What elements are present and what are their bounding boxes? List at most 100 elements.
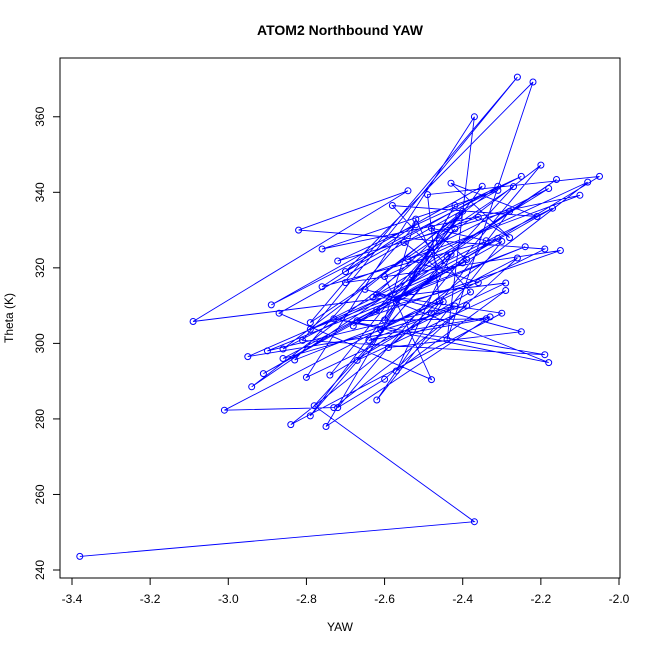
data-point	[306, 412, 314, 420]
data-point	[482, 237, 490, 245]
x-tick-label: -2.0	[609, 592, 630, 606]
series-line	[79, 76, 600, 557]
data-point	[478, 182, 486, 190]
data-point	[334, 404, 342, 412]
x-tick-label: -3.4	[62, 592, 83, 606]
y-tick-label: 360	[33, 106, 47, 126]
series-theta-vs-yaw	[76, 73, 603, 560]
data-point	[428, 309, 435, 317]
x-tick-label: -2.4	[452, 592, 473, 606]
data-point	[428, 376, 435, 384]
data-point	[318, 283, 326, 291]
data-point	[447, 250, 455, 258]
data-point	[318, 245, 326, 253]
data-point	[439, 298, 447, 306]
data-point	[443, 253, 451, 260]
x-tick-label: -2.2	[531, 592, 552, 606]
data-point	[506, 207, 514, 215]
data-point	[267, 301, 275, 309]
data-point	[302, 373, 310, 381]
x-tick-label: -3.2	[140, 592, 161, 606]
data-point	[424, 191, 431, 199]
data-point	[353, 317, 361, 325]
y-tick-label: 260	[33, 484, 47, 504]
data-point	[377, 326, 385, 334]
data-point	[467, 288, 474, 296]
data-point	[342, 268, 349, 276]
data-point	[502, 279, 510, 287]
data-point	[498, 237, 506, 245]
y-tick-label: 300	[33, 333, 47, 353]
data-point	[486, 313, 494, 321]
data-point	[349, 322, 357, 330]
data-point	[412, 215, 420, 223]
data-point	[392, 299, 400, 307]
data-point	[494, 186, 502, 194]
data-point	[521, 243, 529, 251]
data-point	[291, 356, 299, 364]
data-point	[513, 73, 521, 81]
data-point	[474, 279, 482, 287]
data-point	[189, 318, 197, 325]
data-point	[385, 344, 392, 351]
data-point	[373, 306, 381, 314]
data-point	[299, 336, 306, 344]
data-point	[459, 207, 467, 215]
data-point	[596, 172, 603, 180]
data-point	[353, 356, 361, 364]
data-point	[295, 226, 303, 234]
y-tick-label: 280	[33, 409, 47, 429]
data-point	[517, 172, 525, 180]
data-point	[326, 371, 334, 379]
data-point	[502, 287, 510, 294]
x-tick-label: -2.8	[296, 592, 317, 606]
data-point	[470, 518, 478, 526]
data-point	[381, 316, 389, 324]
data-point	[506, 234, 514, 242]
x-axis: -3.4 -3.2 -3.0 -2.8 -2.6 -2.4 -2.2 -2.0	[62, 577, 630, 606]
data-point	[498, 309, 506, 317]
data-point	[365, 336, 373, 344]
data-point	[463, 302, 471, 310]
data-point	[529, 78, 537, 86]
data-point	[404, 187, 412, 195]
data-point	[381, 273, 389, 280]
data-point	[584, 178, 592, 186]
data-point	[392, 367, 400, 375]
chart-title: ATOM2 Northbound YAW	[257, 22, 424, 38]
data-point	[470, 113, 478, 121]
data-point	[306, 325, 314, 333]
data-point	[494, 182, 502, 190]
data-point	[381, 375, 389, 383]
data-point	[330, 315, 338, 323]
data-point	[361, 285, 369, 293]
data-point	[556, 247, 564, 254]
data-point	[459, 259, 467, 267]
data-point	[306, 319, 314, 327]
data-point	[517, 328, 525, 336]
data-point	[541, 351, 549, 359]
data-point	[545, 185, 553, 192]
data-point	[330, 404, 338, 412]
data-point	[334, 257, 342, 265]
data-point	[408, 271, 416, 279]
data-point	[404, 255, 412, 263]
data-point	[400, 239, 408, 246]
data-point	[310, 402, 318, 410]
data-point	[322, 423, 330, 430]
data-point	[279, 345, 287, 353]
x-axis-label: YAW	[327, 620, 354, 634]
data-point	[435, 297, 443, 305]
data-point	[388, 202, 396, 209]
data-point	[263, 347, 271, 355]
data-point	[482, 315, 490, 323]
data-point	[463, 256, 471, 263]
data-point	[443, 336, 451, 344]
data-point	[259, 370, 267, 378]
data-point	[545, 359, 553, 367]
data-point	[541, 245, 549, 253]
data-point	[373, 396, 381, 404]
data-point	[435, 266, 443, 274]
data-point	[279, 355, 287, 362]
